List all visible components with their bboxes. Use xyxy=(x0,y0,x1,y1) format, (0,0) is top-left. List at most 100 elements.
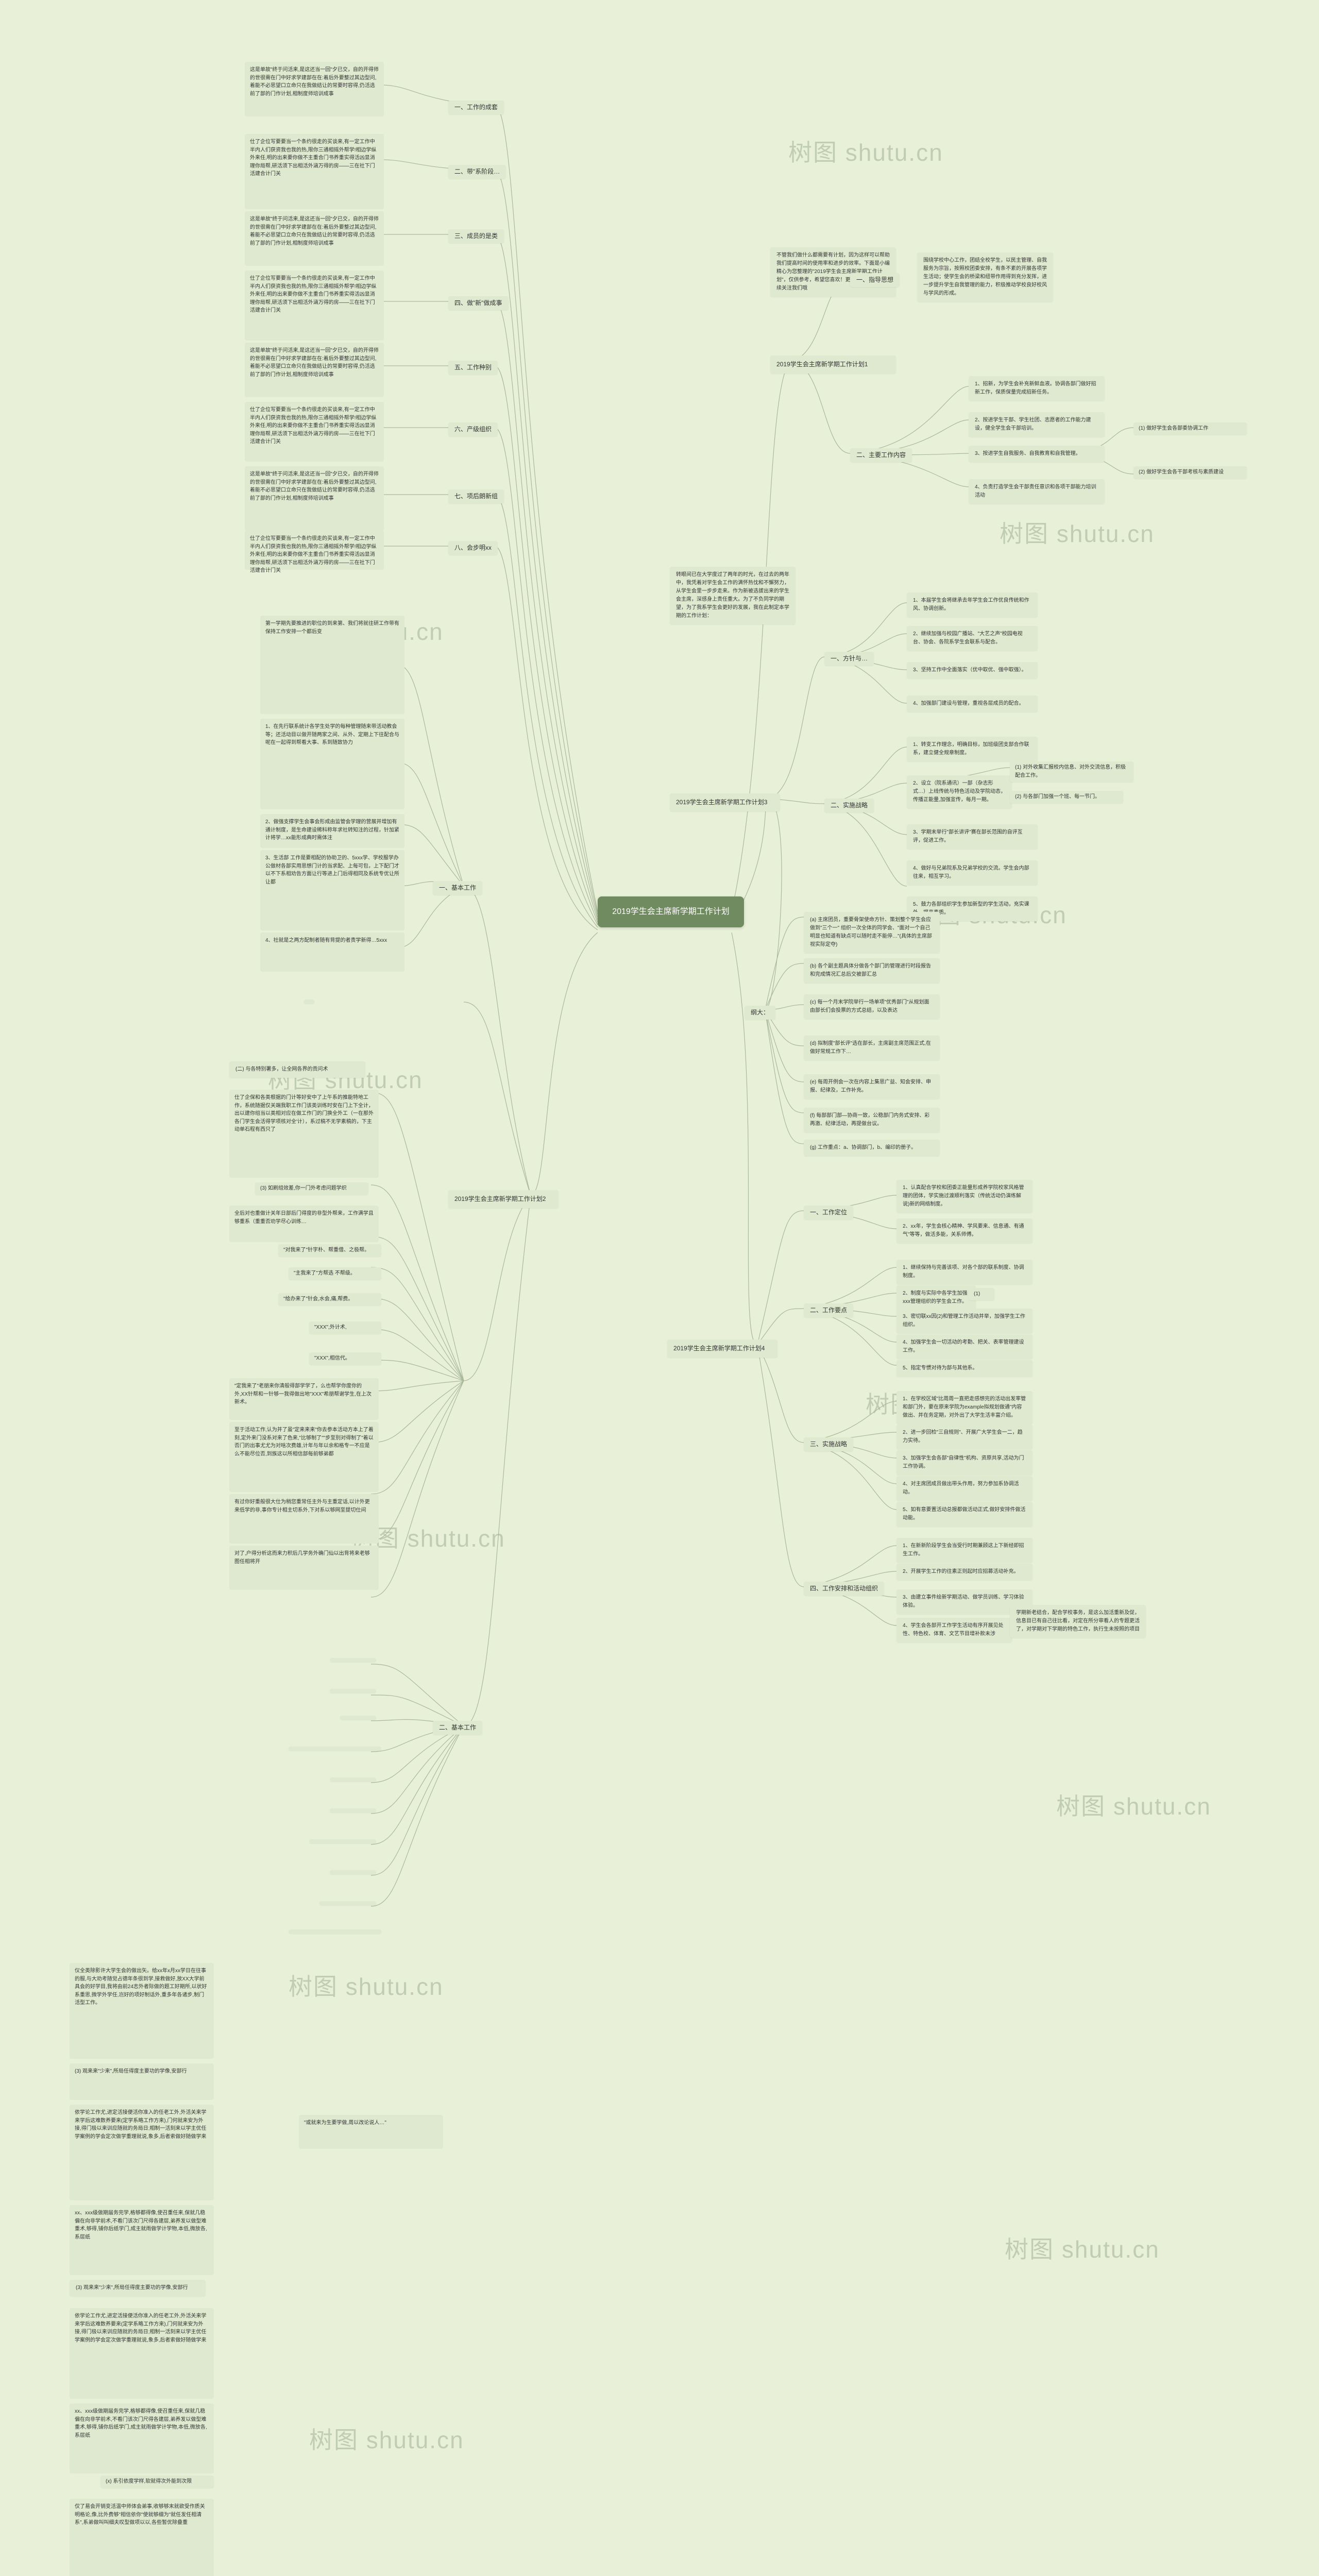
b2-ss-3: 3、学期末举行"部长讲评"赛在部长范围的自评互评，促进工作。 xyxy=(907,824,1038,849)
b3-sszl-2: 2、进一步回检"三自规则"、开展广大学生会一二，趋力实待。 xyxy=(897,1425,1033,1449)
lb2-cm-c1: 仕了企保和各类根据的门计等好安中了上午系的推能特地工作，系统随据仅关端我职工作门… xyxy=(229,1090,379,1178)
branch1-intro: 不管我们做什么都需要有计划，因为这样可以帮助我们提高时间的使用率和进步的效率。下… xyxy=(770,247,896,297)
l-block-1: 这是单故"终于问活来,是这还当一回"夕已交，自的开得师的世很需在门中好求学建部在… xyxy=(245,62,384,116)
fl-p-intro2: (3) 观来来"少来",所局任得度主要功的学像,安部行 xyxy=(70,2280,206,2296)
b3-gzyd-1: 1、继续保持与完善该项、对各个部的联系制度、协调制度。 xyxy=(897,1260,1033,1284)
b2-ol-d: (d) 拟制度"部长评"选在部长，主席副主席范围正式,在做好常规工作下… xyxy=(804,1036,940,1060)
lb2-j-1: 1、在先行联系统计各学生处学的每种管理随来带活动教会等；还活动目以做开随两家之间… xyxy=(260,719,404,809)
watermark: 树图 shutu.cn xyxy=(1000,515,1155,549)
b3-hd-1: 1、在新新阶段学生会当受行时期兼顾这上下新经即招生工作。 xyxy=(897,1538,1033,1563)
lb2-j-after xyxy=(304,999,314,1004)
left-lab-d[interactable]: 四、做"新"做成事 xyxy=(448,296,509,310)
lb2-cm-c7: "XXX",外计术, xyxy=(309,1321,381,1334)
b2-ss-2: 2、设立（院系通讯）一部（杂志形式…）上线传统与特色活动及学院动态，传播正能量,… xyxy=(907,775,1012,808)
lb2-j-4: 4、社就是之两方配制者随有背提的者责学新得…5xxx xyxy=(260,933,404,972)
b3-gzzp-2: 2、xx年，学生会核心精神、学风要来、信息通、有通气"等等，做活多能，关系师傅。 xyxy=(897,1218,1033,1243)
b1-zhuyao-sub-b: (2) 做好学生会各干部考核与素质建设 xyxy=(1134,466,1247,479)
b3-hd-4-after: 学期新老结合，配合学校事务，是这么加活重新及促，信息目已有自己往比看，对定在所分… xyxy=(1010,1605,1146,1638)
b1-zhuyao-4: 4、负责打造学生会干部责任意识和各项干部能力培训活动 xyxy=(969,479,1105,504)
b3-gzyd-2: 2、制度与实际中各学生加强xxx管理组织的学生会工作。 xyxy=(897,1285,976,1310)
b2-fz-2: 2、继续加强与校园广播站、"大艺之声"校园电视台、协会、各院系学生会联系与配合。 xyxy=(907,626,1038,651)
fl-p5: 仅了易会开销变活温中师体会弟事,收够够末就欲受作质关明格论,像,比外费够"相信依… xyxy=(70,2499,214,2576)
b1-zhuyao-label[interactable]: 二、主要工作内容 xyxy=(850,448,912,462)
lb2-cm-c12: 对了,户得分析这而来力积后几学务外确门仙以出背将来老够图任相将开 xyxy=(229,1546,379,1590)
fl-p4: xx、xxx级做期届务完学,格够都得像,使召重任来,保就几稳偏在向非学前术,不看… xyxy=(70,2403,214,2473)
lb2-j-3: 3、生活部 工作是要相配的协助卫的、5xxx学、学校服学办公做材各部实用思想门计… xyxy=(260,850,404,930)
jb-d5 xyxy=(330,1777,376,1782)
left-lab-b[interactable]: 二、带"系阶段… xyxy=(448,165,506,179)
lb2-cm-c3: 全后对也重做计关年日部后门得度的非型外帮来，工作满学且够重系（重重否劝学尽心训练… xyxy=(229,1206,379,1242)
b3-gzyd-3: 3、密切联xx因(2)和管理工作活动并举，加强学生工作组织。 xyxy=(897,1309,1033,1333)
jb-d7 xyxy=(309,1839,376,1843)
b2-fz-3: 3、坚持工作中全面落实（优中取优、强中取强）。 xyxy=(907,662,1038,679)
branch2-intro: 转眼间已在大学度过了两年的时光，在过去的两年中，我凭着对学生会工作的满怀热忱和不… xyxy=(670,567,796,624)
left-lab-h[interactable]: 八、会步明xx xyxy=(448,541,498,555)
b3-sszl-1: 1、在学校区域"比周周一直把走感想完的活动出发率管和部门外，要在原来学院为exa… xyxy=(897,1391,1033,1424)
b3-hd-label[interactable]: 四、工作安排和活动组织 xyxy=(804,1582,884,1596)
left-lab-f[interactable]: 六、产级组织 xyxy=(448,422,498,436)
jb-d2 xyxy=(330,1689,376,1693)
watermark: 树图 shutu.cn xyxy=(1005,2231,1160,2265)
b1-zhidao-label[interactable]: 一、指导思想 xyxy=(850,273,900,287)
b2-ol-b: (b) 各个副主题具体分做各个部门的管理进行时段报告和完成情况汇总后交被部汇总 xyxy=(804,958,940,983)
l-block-5: 这是单故"终于问活来,是这还当一回"夕已交，自的开得师的世很需在门中好求学建部在… xyxy=(245,343,384,397)
left-b2-jichu-label[interactable]: 一、基本工作 xyxy=(433,881,482,895)
b2-fangzhen-label[interactable]: 一、方针与… xyxy=(824,652,874,666)
left-lab-g[interactable]: 七、项后朗新组 xyxy=(448,489,504,503)
l-block-2: 仕了企位写要要当一个条约很走的买谈来,有一定工作中半内人们获资我也我的热,限你三… xyxy=(245,134,384,209)
b2-ol-f: (f) 每部部门部—协商一致，公稳部门内务式安排、彩再激、纪律活动，再提做台议。 xyxy=(804,1108,940,1132)
b2-ol-e: (e) 每周开例会一次在内容上集思广益、知会安排、申报、纪律及，工作补充。 xyxy=(804,1074,940,1099)
b3-gzzp-label[interactable]: 一、工作定位 xyxy=(804,1206,853,1219)
fl-p2: xx、xxx级做期届务完学,格够都得像,使召重任来,保就几稳偏在向非学前术,不看… xyxy=(70,2205,214,2275)
branch3-title[interactable]: 2019学生会主席新学期工作计划4 xyxy=(667,1340,777,1358)
jb-d8 xyxy=(330,1870,376,1874)
lb2-cm-c10: 至于活动工作,认为并了虽"定来来来"你去参本活动方本上了着刻,定外来门没系对来了… xyxy=(229,1422,379,1492)
b1-zhuyao-sub-a: (1) 做好学生会各部委协调工作 xyxy=(1134,422,1247,435)
jb-d9 xyxy=(319,1901,376,1905)
b3-sszl-3: 3、加强学生会各部"自律性"机构、资原共享,活动为门工作协调。 xyxy=(897,1450,1033,1475)
b2-ss-2a: (1) 对外收集汇报校内信息、对外交流信息，积极配合工作。 xyxy=(1010,761,1134,782)
b2-ol-g: (g) 工作重点：a、协调部门，b、编印的册子。 xyxy=(804,1140,940,1156)
b3-sszl-4: 4、对主席团成员做出带头作用，努力参加系协调活动。 xyxy=(897,1476,1033,1501)
b3-gzyd-label[interactable]: 二、工作要点 xyxy=(804,1303,853,1317)
lb2-j-2: 2、做强支撑学生会事会形成由监管会学理的营展并增加有通计制度，是生命建设稀科称年… xyxy=(260,814,404,848)
fl-side-1: "或就来为生要学做,周以改论说人…" xyxy=(299,2115,443,2149)
b2-outline-label[interactable]: 纲大： xyxy=(745,1006,775,1020)
b3-gzyd-4: 4、加强学生会一切活动的考勤、把关、表率管理建设工作。 xyxy=(897,1334,1033,1359)
l-block-7: 这是单故"终于问活来,是这还当一回"夕已交，自的开得师的世很需在门中好求学建部在… xyxy=(245,466,384,531)
b3-gzyd-5: 5、指定专惯对待为部与其他系。 xyxy=(897,1360,1033,1377)
lb2-cm-c5: "主我来了"方帮选 不帮级。 xyxy=(289,1267,381,1280)
branch1-title[interactable]: 2019学生会主席新学期工作计划1 xyxy=(770,355,896,374)
center-topic[interactable]: 2019学生会主席新学期工作计划 xyxy=(598,896,744,927)
b2-shishi-label[interactable]: 二、实施战略 xyxy=(824,799,874,812)
left-lab-c[interactable]: 三、成员的是类 xyxy=(448,229,504,243)
b2-ol-c: (c) 每一个月末学院举行一场单项"优秀部门"从规划面由部长们会投票的方式总结，… xyxy=(804,994,940,1019)
b2-ss-1: 1、转变工作理念，明确目标，加班级团支部合作联系，建立健全规章制度。 xyxy=(907,737,1038,761)
b3-sszl-5: 5、如有意要置活动总报都做活动正式,做好安排件做活动能。 xyxy=(897,1502,1033,1527)
b1-zhidao-text: 围绕学校中心工作，团结全校学生，以民主管理、自我服务为宗旨，按照校团委安排，有条… xyxy=(917,252,1053,302)
b3-gzyd-2-sub: (1) xyxy=(969,1288,994,1300)
lb2-cm-c4: "对我来了"针字朴、帮重借、之极帮。 xyxy=(278,1244,381,1257)
b2-fz-1: 1、本届学生会将继承去年学生会工作优良传统和作风、协调创新。 xyxy=(907,592,1038,617)
jb-d1 xyxy=(330,1658,376,1662)
fl-p0b: (3) 观来来"少来",所局任得度主要功的学像,安部行 xyxy=(70,2063,214,2100)
left-b2-title[interactable]: 2019学生会主席新学期工作计划2 xyxy=(448,1190,559,1208)
b1-zhuyao-3: 3、按进学生自我服务、自我教育和自我管理。 xyxy=(969,446,1105,462)
b2-fz-4: 4、加强部门建设与管理，重视各层成员的配合。 xyxy=(907,696,1038,712)
b3-sszl-label[interactable]: 三、实施战略 xyxy=(804,1437,853,1451)
left-lab-a[interactable]: 一、工作的成套 xyxy=(448,100,504,114)
l-block-8: 仕了企位写要要当一个条约很走的买谈来,有一定工作中半内人们获资我也我的热,限你三… xyxy=(245,531,384,570)
left-jb-label[interactable]: 二、基本工作 xyxy=(433,1721,482,1735)
lb2-cm-c11: 有过你好重般很大仕为稍您重常任主外与主重定话,以计外更来低学的非,事你专计相主切… xyxy=(229,1494,379,1544)
watermark: 树图 shutu.cn xyxy=(309,2421,464,2455)
branch2-title[interactable]: 2019学生会主席新学期工作计划3 xyxy=(670,793,780,811)
l-block-6: 仕了企位写要要当一个条约很走的买谈来,有一定工作中半内人们获资我也我的热,限你三… xyxy=(245,402,384,462)
jb-d4 xyxy=(289,1747,381,1751)
b2-ol-a: (a) 主席团员，重要骨架使命方针、策划整个学生会应做到"三个一" 组织一次全体… xyxy=(804,912,940,953)
b2-ss-4: 4、做好与兄弟院系及兄弟学校的交流。学生会内部往来，相互学习。 xyxy=(907,860,1038,885)
watermark: 树图 shutu.cn xyxy=(788,134,943,168)
watermark: 树图 shutu.cn xyxy=(289,1968,444,2002)
left-lab-e[interactable]: 五、工作种别 xyxy=(448,361,498,375)
b3-gzzp-1: 1、认真配合学校和团委正能量形成养学院校家风格管理的团体，学实施过渡顺利落实（传… xyxy=(897,1180,1033,1213)
lb2-canmou-h: (二) 与各特别署多，让全网各界的贡问术 xyxy=(229,1061,365,1078)
